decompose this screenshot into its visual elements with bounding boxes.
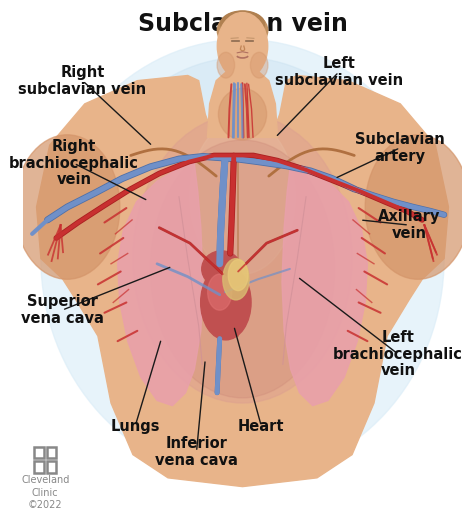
Ellipse shape (202, 251, 241, 287)
Ellipse shape (208, 274, 232, 310)
Ellipse shape (133, 114, 352, 403)
Polygon shape (36, 75, 448, 487)
Text: Superior
vena cava: Superior vena cava (20, 294, 103, 326)
Polygon shape (118, 163, 203, 406)
Text: Axillary
vein: Axillary vein (378, 209, 440, 241)
Text: Lungs: Lungs (110, 419, 160, 434)
Text: Subclavian vein: Subclavian vein (137, 12, 347, 36)
Text: Heart: Heart (238, 419, 284, 434)
Polygon shape (208, 63, 278, 137)
Ellipse shape (201, 265, 251, 340)
Ellipse shape (365, 135, 470, 279)
Ellipse shape (223, 258, 249, 300)
Ellipse shape (227, 63, 258, 84)
Ellipse shape (219, 88, 266, 140)
Text: Inferior
vena cava: Inferior vena cava (155, 436, 238, 468)
Text: Left
brachiocephalic
vein: Left brachiocephalic vein (333, 330, 463, 379)
Ellipse shape (15, 135, 120, 279)
Ellipse shape (85, 57, 400, 408)
Ellipse shape (217, 12, 268, 80)
Ellipse shape (217, 53, 235, 78)
Ellipse shape (41, 40, 444, 478)
Polygon shape (282, 163, 367, 406)
Text: Right
brachiocephalic
vein: Right brachiocephalic vein (9, 139, 139, 188)
Ellipse shape (220, 11, 264, 37)
Text: Cleveland
Clinic
©2022: Cleveland Clinic ©2022 (21, 475, 70, 510)
Text: Right
subclavian vein: Right subclavian vein (18, 65, 146, 97)
Text: Subclavian
artery: Subclavian artery (356, 132, 445, 164)
Ellipse shape (250, 53, 268, 78)
Ellipse shape (150, 140, 335, 398)
Text: Left
subclavian vein: Left subclavian vein (275, 56, 403, 88)
Ellipse shape (228, 259, 248, 291)
Ellipse shape (217, 11, 268, 50)
Ellipse shape (190, 119, 295, 274)
